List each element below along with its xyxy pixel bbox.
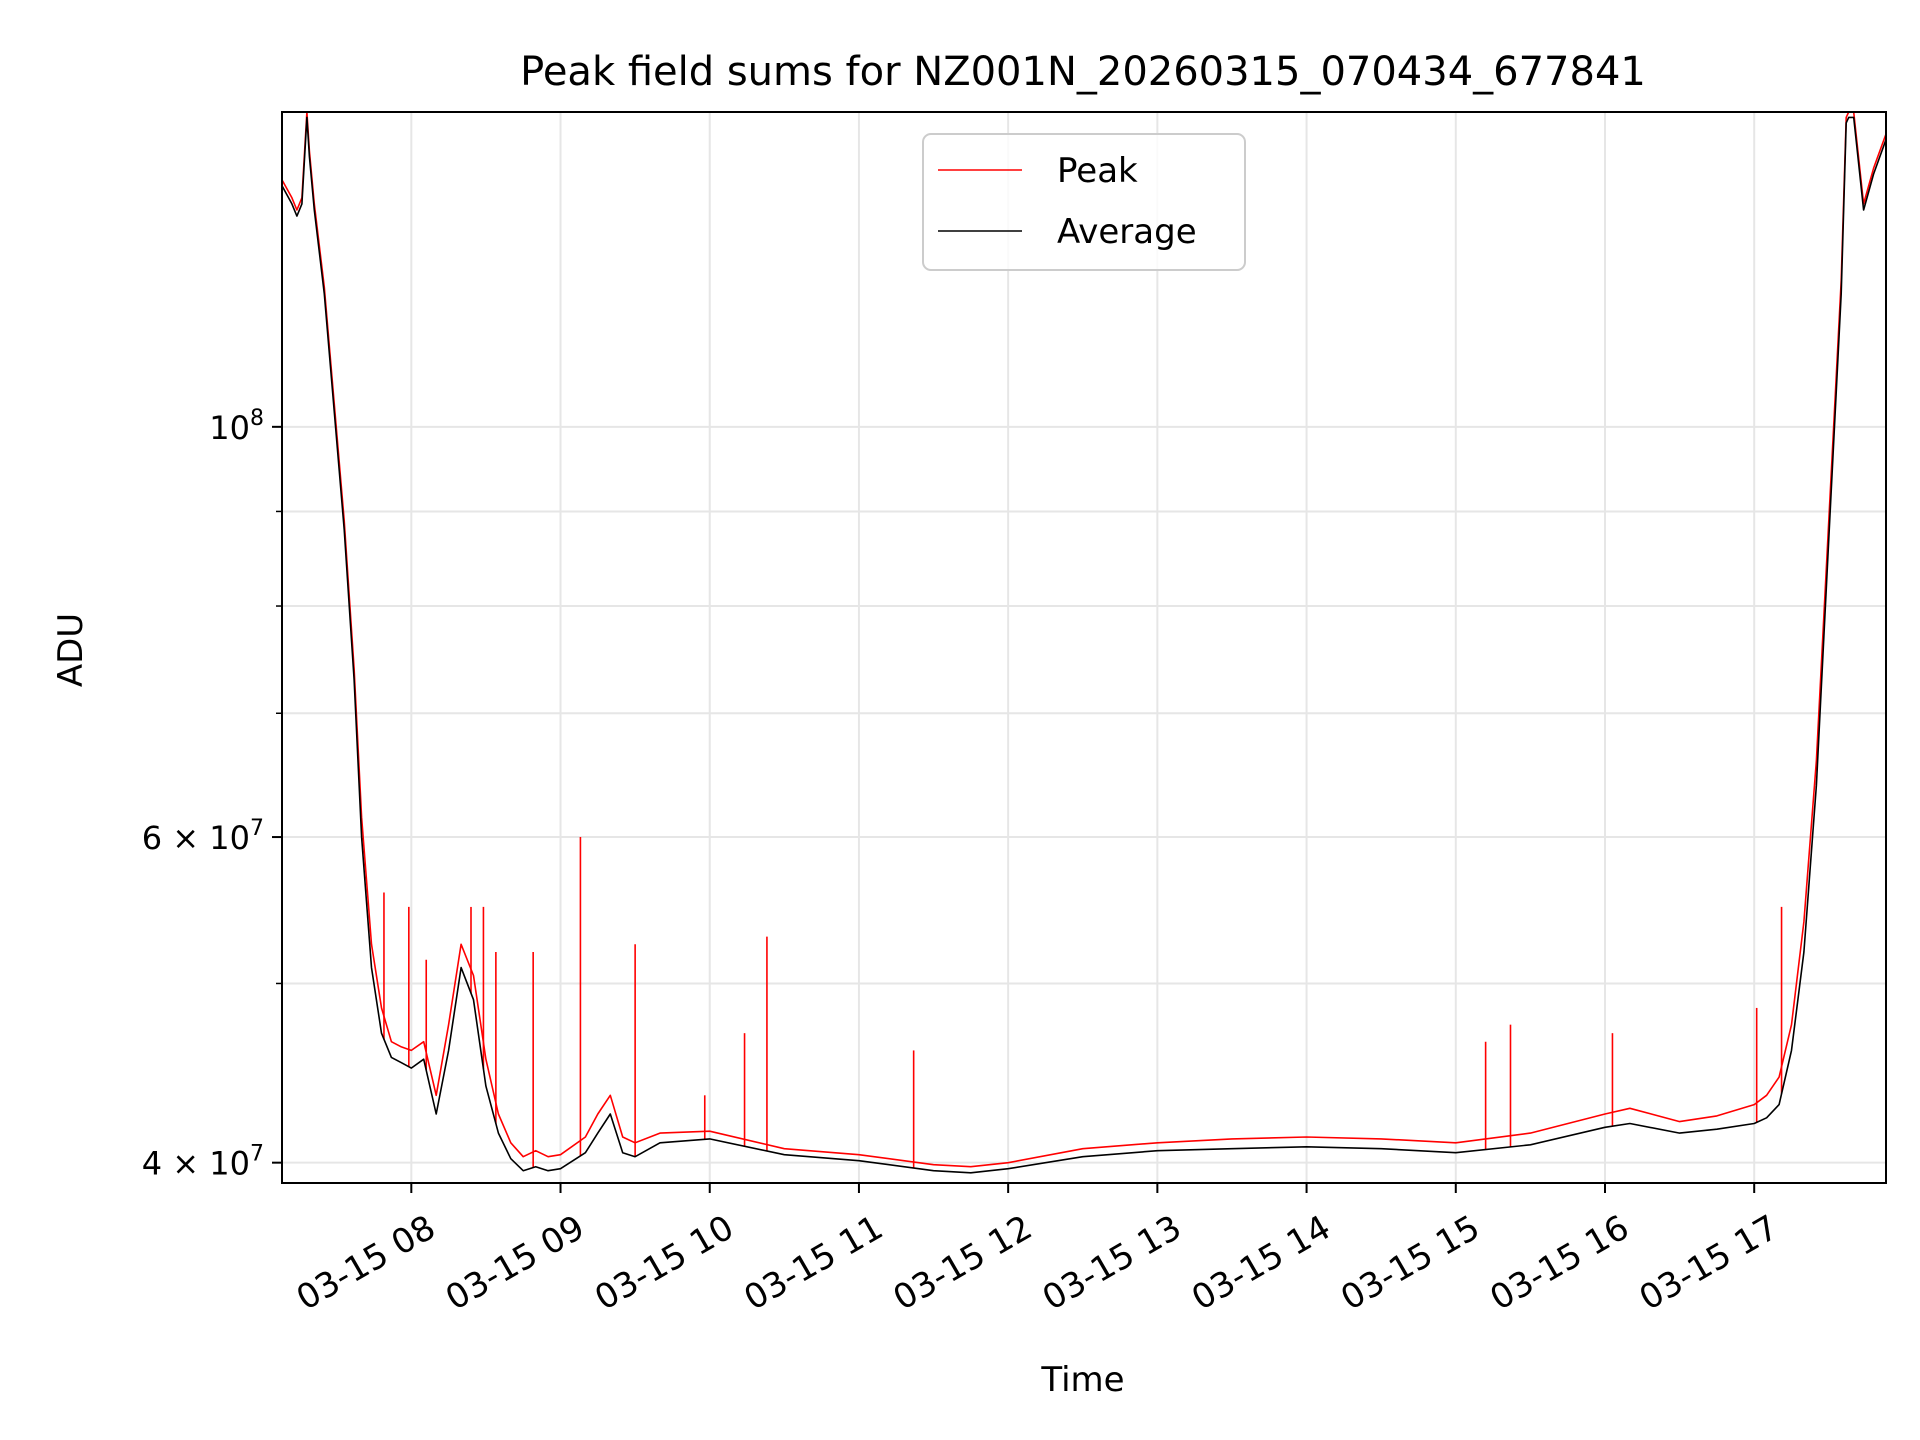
legend-label-average: Average — [1057, 212, 1197, 252]
legend: Peak Average — [922, 133, 1246, 271]
y-tick-label: 6 × 107 — [142, 816, 264, 857]
y-tick-label-base: 4 × 10 — [142, 1145, 250, 1183]
y-tick-label-base: 6 × 10 — [142, 819, 250, 857]
legend-label-peak: Peak — [1057, 151, 1138, 191]
y-tick-label-exponent: 7 — [250, 816, 264, 841]
y-tick-label-exponent: 8 — [250, 406, 264, 431]
y-tick-label-base: 10 — [209, 409, 250, 447]
plot-frame — [281, 111, 1887, 1184]
y-tick-label-exponent: 7 — [250, 1142, 264, 1167]
y-tick-label: 4 × 107 — [142, 1142, 264, 1183]
series-line-average — [281, 116, 1887, 1174]
grid-lines — [282, 112, 1886, 1183]
chart-title: Peak field sums for NZ001N_20260315_0704… — [520, 49, 1646, 95]
x-axis-label: Time — [1040, 1360, 1124, 1400]
plot-lines — [281, 111, 1887, 1174]
y-axis-label: ADU — [51, 613, 91, 687]
y-tick-label: 108 — [209, 406, 264, 447]
legend-box — [922, 133, 1246, 271]
